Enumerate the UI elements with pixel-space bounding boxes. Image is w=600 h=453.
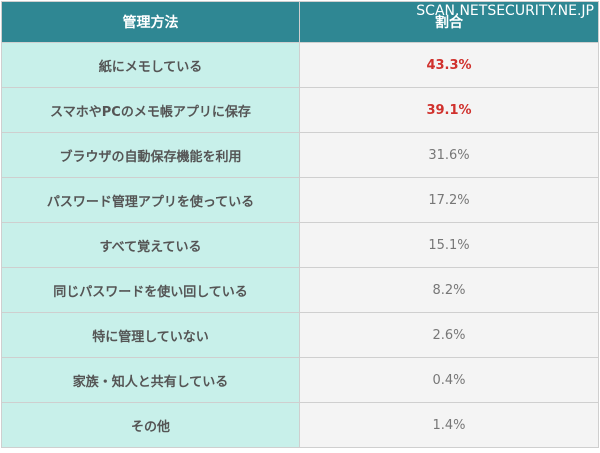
ratio-cell: 17.2%	[299, 177, 599, 223]
watermark-text: SCAN.NETSECURITY.NE.JP	[416, 3, 594, 19]
table-row: 同じパスワードを使い回している 8.2%	[1, 267, 599, 313]
method-cell: 同じパスワードを使い回している	[1, 267, 300, 313]
ratio-cell: 39.1%	[299, 87, 599, 133]
table-row: 紙にメモしている 43.3%	[1, 42, 599, 88]
table-row: スマホやPCのメモ帳アプリに保存 39.1%	[1, 87, 599, 133]
method-cell: その他	[1, 402, 300, 448]
method-cell: ブラウザの自動保存機能を利用	[1, 132, 300, 178]
column-header-method: 管理方法	[1, 1, 300, 43]
method-cell: スマホやPCのメモ帳アプリに保存	[1, 87, 300, 133]
header-row: 管理方法 割合	[1, 1, 599, 43]
table-row: 家族・知人と共有している 0.4%	[1, 357, 599, 403]
method-cell: すべて覚えている	[1, 222, 300, 268]
column-header-ratio: 割合	[299, 1, 599, 43]
table-body: 紙にメモしている 43.3% スマホやPCのメモ帳アプリに保存 39.1% ブラウザの自…	[1, 42, 599, 448]
ratio-cell: 0.4%	[299, 357, 599, 403]
method-cell: 家族・知人と共有している	[1, 357, 300, 403]
ratio-cell: 43.3%	[299, 42, 599, 88]
table-row: すべて覚えている 15.1%	[1, 222, 599, 268]
table-row: パスワード管理アプリを使っている 17.2%	[1, 177, 599, 223]
ratio-cell: 2.6%	[299, 312, 599, 358]
ratio-cell: 31.6%	[299, 132, 599, 178]
method-cell: 紙にメモしている	[1, 42, 300, 88]
table-row: 特に管理していない 2.6%	[1, 312, 599, 358]
table-row: ブラウザの自動保存機能を利用 31.6%	[1, 132, 599, 178]
ratio-cell: 1.4%	[299, 402, 599, 448]
method-cell: パスワード管理アプリを使っている	[1, 177, 300, 223]
ratio-cell: 8.2%	[299, 267, 599, 313]
method-cell: 特に管理していない	[1, 312, 300, 358]
table-row: その他 1.4%	[1, 402, 599, 448]
ratio-cell: 15.1%	[299, 222, 599, 268]
